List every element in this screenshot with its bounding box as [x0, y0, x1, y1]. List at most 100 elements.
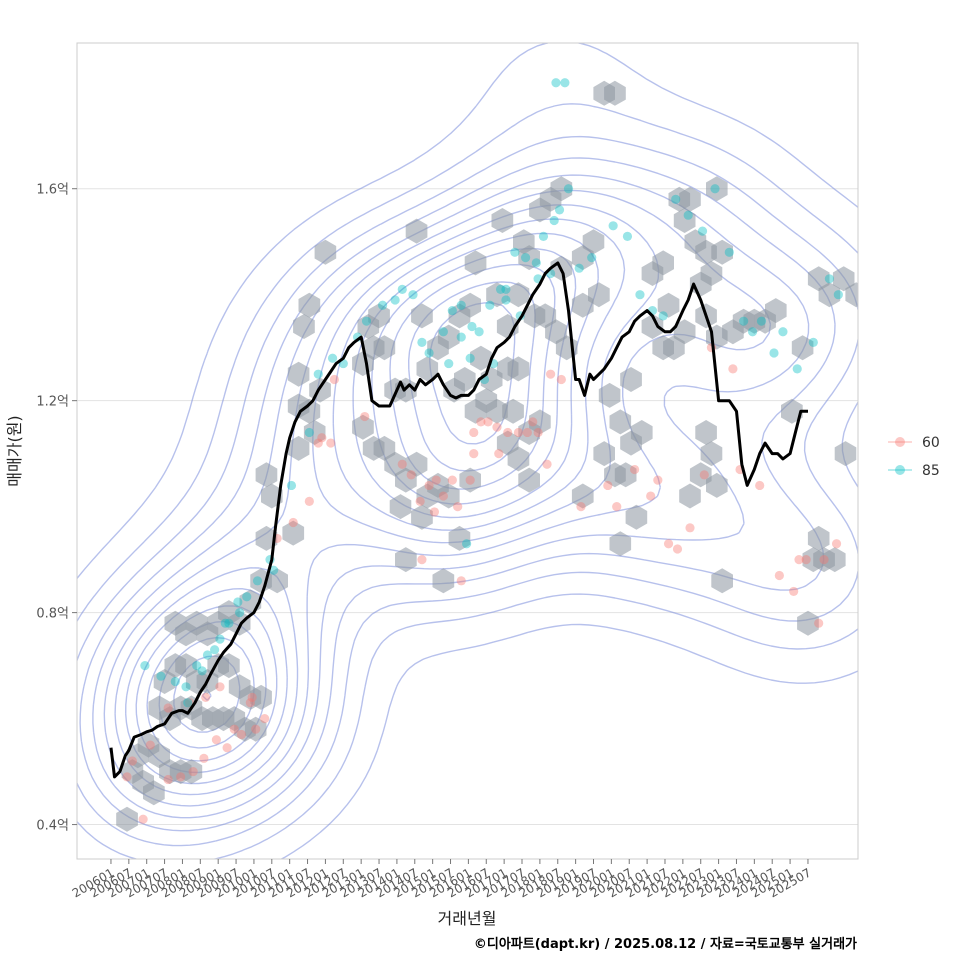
point-series-85-35	[474, 327, 484, 337]
point-series-60-22	[304, 496, 314, 506]
point-series-85-2	[170, 676, 180, 687]
point-series-60-53	[556, 374, 566, 385]
hexbin-cell-51	[298, 292, 321, 318]
hexbin-cell-130	[673, 319, 696, 345]
point-series-85-14	[220, 618, 230, 628]
hexbin-cell-169	[620, 367, 642, 392]
hexbin-cell-155	[807, 266, 830, 292]
point-series-85-33	[456, 300, 466, 310]
x-axis: 2006012006072007012007072008012008072009…	[70, 859, 813, 901]
point-series-85-49	[501, 284, 511, 294]
point-series-60-48	[465, 475, 475, 485]
hexbin-layer	[116, 80, 858, 832]
point-series-60-41	[513, 427, 524, 438]
hexbin-cell-46	[287, 393, 310, 419]
point-series-85-73	[808, 337, 818, 347]
point-series-85-6	[215, 634, 225, 644]
hexbin-cell-81	[459, 292, 481, 318]
hexbin-cell-70	[437, 483, 460, 509]
point-series-60-31	[424, 480, 434, 491]
point-series-60-32	[431, 475, 441, 485]
point-series-60-54	[576, 502, 586, 512]
hexbin-cell-74	[395, 547, 417, 573]
hexbin-cell-52	[314, 239, 337, 265]
hexbin-cell-158	[845, 282, 858, 308]
point-series-85-59	[635, 290, 645, 300]
point-series-60-7	[222, 743, 232, 753]
hexbin-cell-50	[293, 314, 315, 339]
hexbin-cell-47	[303, 420, 326, 445]
hexbin-cell-60	[352, 414, 374, 440]
point-series-85-1	[156, 671, 166, 681]
point-series-85-69	[756, 316, 767, 326]
point-series-60-47	[494, 449, 504, 459]
point-series-60-61	[672, 544, 683, 554]
hexbin-cell-147	[695, 420, 717, 445]
point-series-85-17	[183, 698, 193, 708]
point-series-85-34	[467, 321, 477, 332]
hexbin-cell-104	[518, 467, 540, 493]
hexbin-cell-126	[657, 292, 680, 318]
point-series-85-41	[531, 258, 541, 268]
point-series-60-35	[456, 576, 466, 586]
point-series-85-70	[769, 348, 779, 358]
point-series-60-2	[163, 774, 173, 785]
point-series-60-57	[630, 464, 640, 475]
point-series-85-4	[192, 660, 202, 671]
hexbin-cell-73	[459, 467, 481, 493]
y-tick-label-1: 0.8억	[36, 607, 69, 622]
point-series-60-56	[612, 502, 622, 512]
hexbin-cell-107	[507, 356, 530, 382]
hexbin-cell-64	[395, 467, 417, 493]
hexbin-cell-0	[116, 806, 138, 832]
hexbin-cell-132	[679, 186, 701, 212]
point-series-60-11	[247, 692, 257, 702]
point-series-85-16	[197, 666, 207, 676]
hexbin-cell-95	[507, 282, 530, 308]
point-series-85-0	[140, 660, 150, 671]
hexbin-cell-108	[486, 282, 508, 308]
point-series-60-27	[360, 411, 370, 422]
point-series-85-45	[563, 184, 574, 194]
hexbin-cell-40	[266, 568, 288, 594]
density-contour-0	[77, 43, 858, 859]
hexbin-cell-164	[797, 610, 819, 636]
point-series-85-75	[833, 290, 843, 300]
hexbin-cell-103	[529, 409, 551, 435]
hexbin-cell-142	[679, 483, 701, 509]
point-series-85-24	[361, 316, 372, 326]
point-series-60-68	[774, 570, 784, 581]
hexbin-cell-63	[384, 451, 406, 477]
hexbin-cell-122	[630, 420, 653, 445]
point-series-60-58	[646, 491, 656, 501]
point-series-60-5	[199, 753, 209, 763]
y-axis: 0.4억 0.8억 1.2억 1.6억	[36, 183, 77, 834]
point-series-85-67	[739, 316, 749, 326]
point-series-85-62	[671, 194, 681, 204]
hexbin-cell-49	[287, 361, 310, 387]
point-series-60-69	[789, 586, 799, 597]
density-contour-2	[77, 135, 858, 847]
point-series-60-49	[453, 502, 463, 512]
point-series-85-36	[485, 300, 495, 310]
point-series-60-36	[469, 449, 479, 459]
point-series-60-74	[794, 555, 804, 565]
hexbin-cell-146	[711, 568, 733, 594]
point-series-60-70	[801, 555, 811, 565]
point-series-60-45	[546, 369, 556, 379]
point-series-60-4	[188, 766, 198, 777]
point-series-85-63	[683, 210, 693, 220]
point-series-60-46	[528, 417, 538, 427]
hexbin-cell-29	[250, 684, 272, 710]
point-series-60-13	[201, 692, 211, 702]
point-series-85-78	[462, 539, 472, 549]
point-series-60-16	[145, 740, 155, 750]
point-series-60-33	[438, 491, 448, 501]
hexbin-cell-22	[175, 653, 197, 679]
point-series-85-15	[210, 645, 220, 655]
hexbin-cell-141	[706, 176, 728, 202]
hexbin-cell-55	[373, 335, 396, 361]
point-series-85-30	[424, 348, 434, 358]
point-series-60-26	[313, 438, 323, 448]
y-tick-label-0: 0.4억	[36, 819, 69, 834]
